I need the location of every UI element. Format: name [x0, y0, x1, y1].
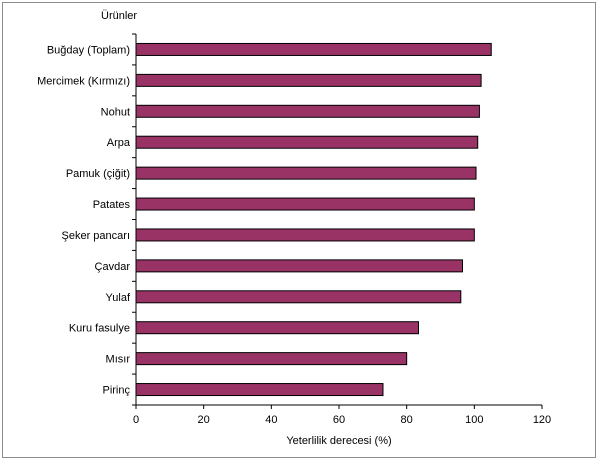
category-label-7: Çavdar: [95, 261, 131, 273]
bar-2: [135, 104, 480, 118]
category-label-5: Patates: [93, 199, 131, 211]
x-tick-label-1: 20: [198, 414, 210, 426]
category-label-11: Pirinç: [102, 385, 130, 397]
bar-8: [135, 290, 462, 304]
x-tick-label-2: 40: [265, 414, 277, 426]
bar-3: [135, 135, 479, 149]
plot-area: Buğday (Toplam) Mercimek (Kırmızı) Nohut Ar…: [37, 33, 551, 426]
category-label-2: Nohut: [101, 106, 130, 118]
category-label-6: Şeker pancarı: [62, 230, 130, 242]
x-tick-label-0: 0: [133, 414, 139, 426]
bar-4: [135, 166, 477, 180]
bar-1: [135, 73, 482, 87]
bar-chart: Ürünler Yeterlilik derecesi (%) Buğday (…: [37, 10, 551, 447]
bar-6: [135, 228, 475, 242]
category-label-1: Mercimek (Kırmızı): [37, 75, 130, 87]
category-axis-title: Ürünler: [101, 10, 137, 22]
bar-0: [135, 42, 492, 56]
bar-10: [135, 352, 408, 366]
chart-frame: Ürünler Yeterlilik derecesi (%) Buğday (…: [2, 2, 596, 458]
category-label-9: Kuru fasulye: [69, 323, 130, 335]
category-label-0: Buğday (Toplam): [47, 44, 130, 56]
category-label-3: Arpa: [107, 137, 131, 149]
x-tick-label-6: 120: [533, 414, 551, 426]
x-tick-label-5: 100: [465, 414, 483, 426]
bar-5: [135, 197, 475, 211]
category-label-10: Mısır: [106, 354, 131, 366]
x-axis-title: Yeterlilik derecesi (%): [286, 435, 391, 447]
category-label-4: Pamuk (çiğit): [66, 168, 130, 180]
bar-7: [135, 259, 463, 273]
bar-11: [135, 383, 384, 397]
x-tick-label-3: 60: [333, 414, 345, 426]
category-label-8: Yulaf: [106, 292, 131, 304]
bar-9: [135, 321, 420, 335]
x-tick-label-4: 80: [401, 414, 413, 426]
